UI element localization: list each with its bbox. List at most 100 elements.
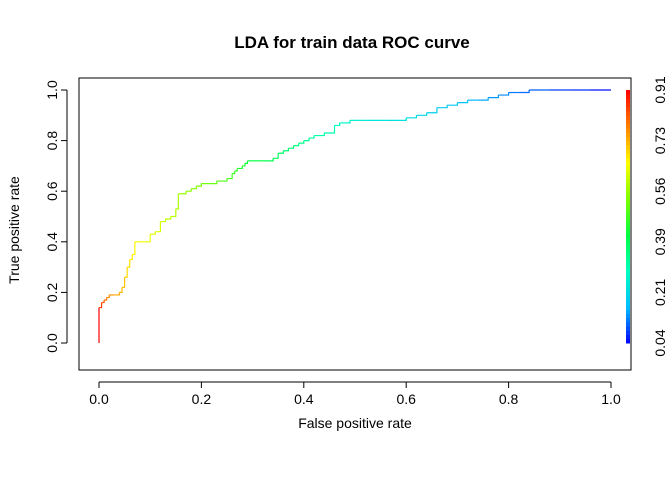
color-key-segment <box>626 174 630 180</box>
color-key-label: 0.73 <box>652 127 668 154</box>
roc-segment <box>211 181 218 185</box>
plot-area-border <box>78 77 632 371</box>
roc-segment <box>334 122 341 127</box>
color-key-segment <box>626 267 630 272</box>
roc-segment <box>114 292 121 296</box>
roc-segment <box>278 150 284 154</box>
color-key-segment <box>626 170 630 175</box>
color-key-segment <box>626 283 630 289</box>
y-tick-label: 1.0 <box>44 80 60 100</box>
x-axis-label: False positive rate <box>298 415 412 431</box>
color-key-segment <box>626 182 630 188</box>
roc-segment <box>498 92 510 96</box>
color-key-segment <box>626 326 630 331</box>
color-key-segment <box>626 305 630 310</box>
y-axis-label: True positive rate <box>6 176 22 284</box>
y-tick-label: 0.4 <box>44 232 60 252</box>
color-key-segment <box>626 149 630 154</box>
color-key-label: 0.39 <box>652 228 668 255</box>
x-tick-label: 1.0 <box>601 391 621 407</box>
color-key-label: 0.56 <box>652 177 668 204</box>
color-key-segment <box>626 199 630 205</box>
roc-segment <box>99 302 103 309</box>
color-key-segment <box>626 338 630 344</box>
roc-segment <box>150 231 156 235</box>
roc-segment <box>180 191 187 195</box>
roc-segment <box>106 294 110 299</box>
color-key-segment <box>626 195 630 201</box>
color-key-segment <box>626 292 630 298</box>
color-key-segment <box>626 136 630 142</box>
color-key-label: 0.21 <box>652 279 668 306</box>
color-key-segment <box>626 161 630 167</box>
color-key-segment <box>626 119 630 125</box>
roc-segment <box>244 160 249 164</box>
roc-segment <box>145 234 151 243</box>
roc-segment <box>518 90 530 94</box>
x-tick-label: 0.0 <box>89 391 109 407</box>
color-key-segment <box>626 334 630 340</box>
color-key-segment <box>626 233 630 239</box>
color-key-segment <box>626 90 630 95</box>
color-key-segment <box>626 157 630 163</box>
roc-segment <box>426 107 438 114</box>
color-key-segment <box>626 313 630 319</box>
color-key-segment <box>626 288 630 293</box>
color-key-segment <box>626 127 630 133</box>
roc-segment <box>416 112 428 116</box>
roc-segment <box>234 168 238 172</box>
color-key-segment <box>626 106 630 112</box>
roc-segment <box>160 219 167 223</box>
roc-segment <box>262 158 274 162</box>
color-key-segment <box>626 111 630 116</box>
roc-segment <box>122 277 126 288</box>
color-key-segment <box>626 296 630 302</box>
color-key-segment <box>626 229 630 234</box>
color-key-segment <box>626 220 630 226</box>
color-key-segment <box>626 246 630 251</box>
y-tick-label: 0.6 <box>44 181 60 201</box>
roc-segment <box>221 178 228 182</box>
roc-segment <box>385 117 407 121</box>
color-key-segment <box>626 271 630 277</box>
y-tick-label: 0.8 <box>44 131 60 151</box>
roc-segment <box>127 259 131 268</box>
x-tick-label: 0.4 <box>294 391 314 407</box>
roc-segment <box>406 115 418 119</box>
color-key-segment <box>626 309 630 314</box>
chart-title: LDA for train data ROC curve <box>234 33 470 52</box>
color-key-segment <box>626 178 630 184</box>
y-tick-label: 0.0 <box>44 333 60 353</box>
roc-segment <box>303 138 310 142</box>
roc-segment <box>196 183 202 187</box>
roc-segment <box>129 254 133 261</box>
color-key-segment <box>626 102 630 108</box>
roc-segment <box>227 173 233 180</box>
color-key-segment <box>626 317 630 323</box>
color-key-segment <box>626 262 630 268</box>
roc-segment <box>237 165 243 170</box>
roc-segment <box>308 135 315 139</box>
roc-segment <box>477 97 489 101</box>
color-key-segment <box>626 254 630 260</box>
roc-segment <box>124 267 128 278</box>
color-key-segment <box>626 203 630 209</box>
roc-segment <box>175 193 179 210</box>
color-key-segment <box>626 241 630 247</box>
roc-segment <box>288 145 295 149</box>
roc-segment <box>283 148 290 152</box>
color-key-segment <box>626 258 630 264</box>
color-key-segment <box>626 237 630 243</box>
color-key-segment <box>626 279 630 285</box>
roc-segment <box>488 95 499 99</box>
roc-segment <box>324 125 336 134</box>
color-key-segment <box>626 191 630 196</box>
y-axis: 0.0 0.2 0.4 0.6 0.8 1.0 <box>44 80 68 353</box>
cutoff-color-key: 0.04 0.21 0.39 0.56 0.73 0.91 <box>626 76 668 357</box>
color-key-segment <box>626 115 630 121</box>
y-tick-label: 0.2 <box>44 282 60 302</box>
roc-segment <box>101 299 105 304</box>
x-tick-label: 0.8 <box>499 391 519 407</box>
color-key-segment <box>626 216 630 222</box>
